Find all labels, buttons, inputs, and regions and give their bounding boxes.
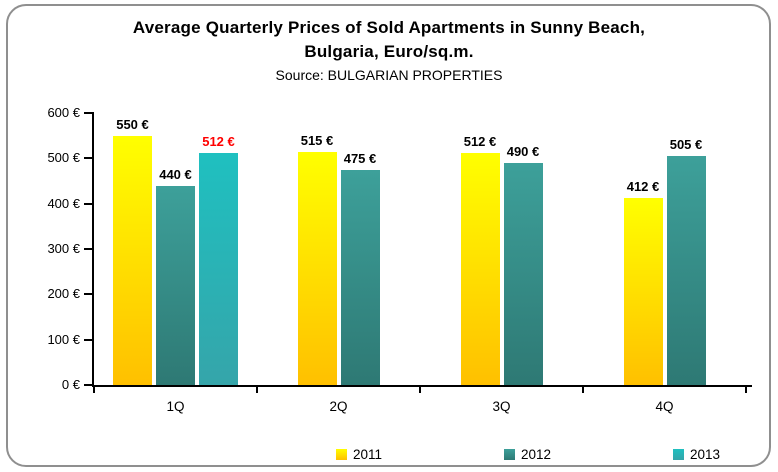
bar-value-label-2012-4Q: 505 € xyxy=(669,137,703,152)
x-axis-category-label: 1Q xyxy=(166,399,185,414)
bar-group-3Q: 512 € 490 € xyxy=(420,113,583,385)
y-axis-line xyxy=(92,112,94,386)
x-axis-tick xyxy=(93,387,95,393)
bar-value-label-2011-2Q: 515 € xyxy=(300,133,334,148)
bar-2012-3Q: 490 € xyxy=(503,144,543,385)
x-axis-line xyxy=(92,385,752,387)
plot-area: 0 € 100 € 200 € 300 € 400 € 500 € 600 € 1Q 550 €… xyxy=(47,105,752,414)
x-axis-tick xyxy=(745,387,747,393)
bar-2012-1Q: 440 € xyxy=(156,167,195,385)
y-axis-tick xyxy=(84,157,92,160)
y-axis-tick-label: 0 € xyxy=(61,377,80,392)
y-axis-tick xyxy=(84,112,92,114)
legend-swatch-2011 xyxy=(336,449,347,460)
legend-label-2013: 2013 xyxy=(690,447,721,462)
bar-2011-3Q: 512 € xyxy=(460,134,500,385)
bar-2011-2Q: 515 € xyxy=(297,133,337,385)
x-axis-tick xyxy=(582,387,584,393)
chart-title-line2: Bulgaria, Euro/sq.m. xyxy=(304,42,474,61)
x-axis-tick xyxy=(256,387,258,393)
y-axis-tick xyxy=(84,293,92,296)
y-axis-tick-label: 300 € xyxy=(47,241,80,256)
x-axis-tick xyxy=(419,387,421,393)
x-axis-category-label: 2Q xyxy=(329,399,348,414)
legend-item-2011: 2011 xyxy=(336,447,382,462)
y-axis-tick-label: 100 € xyxy=(47,331,80,347)
y-axis-tick-label: 200 € xyxy=(47,286,80,302)
bar-value-label-2012-1Q: 440 € xyxy=(159,167,192,182)
bar-2011-1Q: 550 € xyxy=(113,117,152,385)
bar-value-label-2012-2Q: 475 € xyxy=(343,151,377,166)
bar-group-2Q: 515 € 475 € xyxy=(257,113,420,385)
bar-value-label-2011-1Q: 550 € xyxy=(116,117,149,132)
bar-2011-4Q: 412 € xyxy=(623,179,663,385)
bar-value-label-2011-3Q: 512 € xyxy=(463,134,497,149)
chart-source: Source: BULGARIAN PROPERTIES xyxy=(275,67,503,83)
legend-swatch-2012 xyxy=(504,449,515,460)
y-axis-tick-label: 400 € xyxy=(47,195,80,211)
bar-group-1Q: 550 € 440 € 512 € xyxy=(94,113,257,385)
legend-label-2012: 2012 xyxy=(521,447,552,462)
y-axis-tick xyxy=(84,338,92,341)
bar-2012-4Q: 505 € xyxy=(666,137,706,385)
bar-value-label-2012-3Q: 490 € xyxy=(506,144,540,159)
bar-value-label-2011-4Q: 412 € xyxy=(626,179,660,194)
y-axis-tick-label: 600 € xyxy=(47,105,80,120)
legend-item-2013: 2013 xyxy=(673,447,720,462)
legend-swatch-2013 xyxy=(673,449,684,460)
y-axis-tick-label: 500 € xyxy=(47,150,80,166)
y-axis-tick xyxy=(84,384,92,386)
legend-label-2011: 2011 xyxy=(353,447,383,462)
chart-header: Average Quarterly Prices of Sold Apartme… xyxy=(0,16,778,86)
x-axis-category-label: 4Q xyxy=(655,399,674,414)
bar-value-label-2013-1Q: 512 € xyxy=(202,134,235,149)
y-axis-tick xyxy=(84,248,92,250)
bar-group-4Q: 412 € 505 € xyxy=(583,113,746,385)
chart-legend: 2011 2012 2013 xyxy=(0,447,778,465)
bar-2012-2Q: 475 € xyxy=(340,151,380,385)
y-axis-tick xyxy=(84,202,92,205)
bar-2013-1Q: 512 € xyxy=(199,134,238,385)
x-axis-category-label: 3Q xyxy=(492,399,511,414)
legend-item-2012: 2012 xyxy=(504,447,551,462)
chart-title-line1: Average Quarterly Prices of Sold Apartme… xyxy=(132,18,646,37)
